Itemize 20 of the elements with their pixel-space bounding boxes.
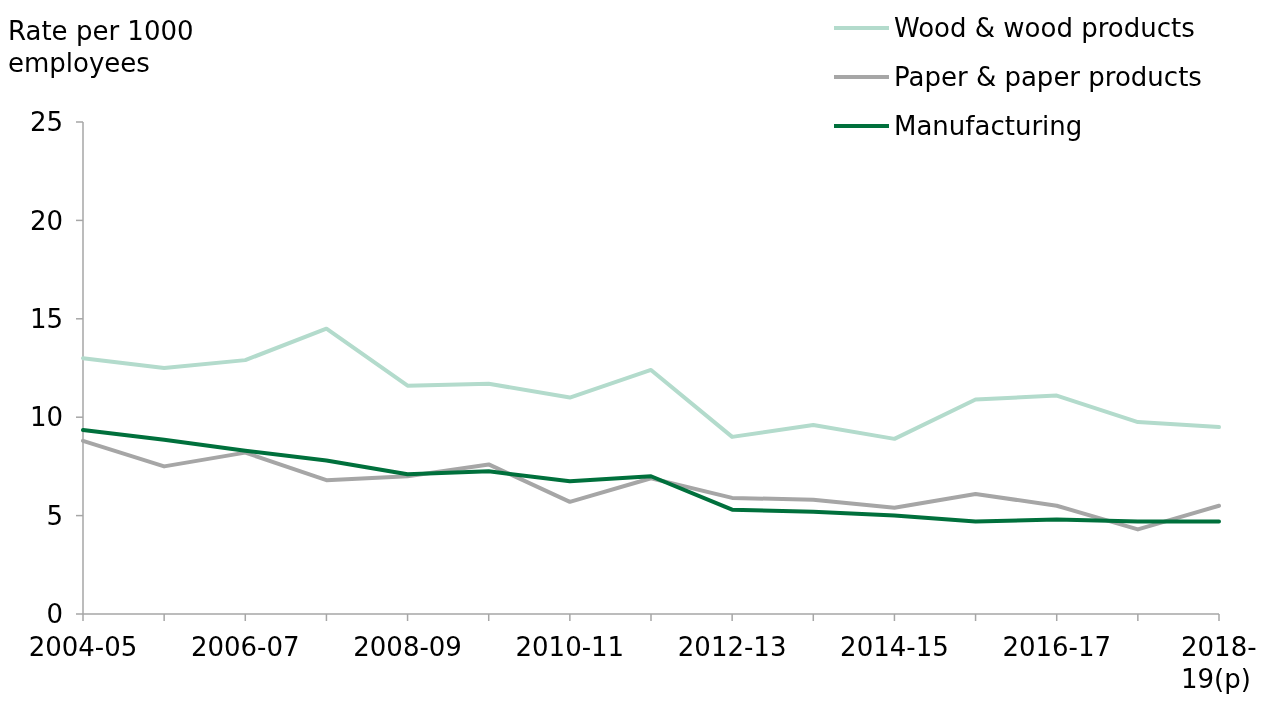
- y-tick-label: 5: [46, 500, 63, 531]
- legend-label: Paper & paper products: [894, 62, 1202, 93]
- x-tick-label: 2004-05: [28, 632, 138, 662]
- line-series: [81, 326, 1221, 441]
- y-axis-title: Rate per 1000 employees: [8, 16, 194, 78]
- y-tick-label: 15: [29, 303, 63, 334]
- y-tick-label: 0: [46, 599, 63, 630]
- x-tick-label: 2008-09: [353, 632, 462, 662]
- y-tick-label: 10: [29, 402, 63, 433]
- y-tick-label: 25: [29, 107, 63, 138]
- x-tick-label: 2018-19(p): [1181, 632, 1257, 694]
- legend-label: Wood & wood products: [894, 13, 1195, 44]
- x-tick-label: 2016-17: [1002, 632, 1112, 662]
- x-tick-label: 2010-11: [515, 632, 625, 662]
- x-tick-label: 2012-13: [677, 632, 787, 662]
- legend-label: Manufacturing: [894, 111, 1083, 142]
- line-series: [81, 427, 1221, 524]
- y-tick-label: 20: [29, 205, 63, 236]
- x-tick-label: 2006-07: [190, 632, 300, 662]
- x-tick-label: 2014-15: [840, 632, 949, 662]
